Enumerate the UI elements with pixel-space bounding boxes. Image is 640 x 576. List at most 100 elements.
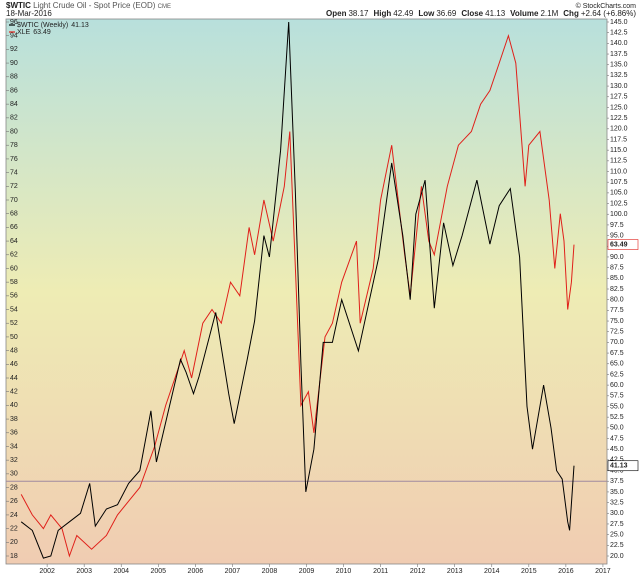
y-tick-label: 92 (10, 46, 18, 53)
y-tick-label: 20 (10, 539, 18, 546)
quote-label: Chg (563, 9, 579, 18)
y-tick-label: 96 (10, 19, 18, 26)
y2-tick-label: 67.5 (610, 350, 624, 357)
x-tick-label: 2006 (188, 568, 204, 575)
legend-name: XLE (17, 29, 31, 36)
x-tick-label: 2005 (150, 568, 166, 575)
y-tick-label: 30 (10, 471, 18, 478)
y2-tick-label: 32.5 (610, 499, 624, 506)
y2-tick-label: 30.0 (610, 510, 624, 517)
y-tick-label: 56 (10, 293, 18, 300)
x-tick-label: 2012 (410, 568, 426, 575)
y2-tick-label: 25.0 (610, 531, 624, 538)
exchange: CME (158, 4, 171, 10)
quote: Open 38.17 High 42.49 Low 36.69 Close 41.13 Volu… (326, 9, 636, 18)
y2-tick-label: 57.5 (610, 393, 624, 400)
y-tick-label: 76 (10, 156, 18, 163)
y2-tick-label: 85.0 (610, 275, 624, 282)
y2-tick-label: 127.5 (610, 94, 628, 101)
y2-tick-label: 65.0 (610, 361, 624, 368)
y-tick-label: 22 (10, 525, 18, 532)
y2-tick-label: 22.5 (610, 542, 624, 549)
y2-tick-label: 107.5 (610, 179, 628, 186)
y2-tick-label: 37.5 (610, 478, 624, 485)
y-tick-label: 54 (10, 306, 18, 313)
y2-tick-label: 55.0 (610, 403, 624, 410)
y2-tick-label: 115.0 (610, 147, 627, 154)
legend-entry: XLE 63.49 (17, 29, 51, 36)
y2-tick-label: 45.0 (610, 446, 624, 453)
y-tick-label: 36 (10, 430, 18, 437)
x-tick-label: 2013 (447, 568, 463, 575)
source: © StockCharts.com (576, 2, 637, 10)
y-tick-label: 84 (10, 101, 18, 108)
y-tick-label: 50 (10, 334, 18, 341)
y2-tick-label: 135.0 (610, 62, 628, 69)
y-tick-label: 68 (10, 211, 18, 218)
y2-tick-label: 102.5 (610, 200, 628, 207)
y2-tick-label: 80.0 (610, 297, 624, 304)
y2-tick-label: 60.0 (610, 382, 624, 389)
y-tick-label: 78 (10, 142, 18, 149)
y-tick-label: 52 (10, 320, 18, 327)
last-value-label: 63.49 (610, 241, 628, 248)
y-tick-label: 66 (10, 224, 18, 231)
series-line (20, 33, 575, 558)
quote-value: 38.17 (348, 9, 369, 18)
y2-tick-label: 90.0 (610, 254, 624, 261)
x-tick-label: 2004 (113, 568, 129, 575)
x-tick-label: 2017 (595, 568, 611, 575)
plot-area (5, 18, 608, 565)
y-tick-label: 32 (10, 457, 18, 464)
y2-tick-label: 20.0 (610, 553, 624, 560)
y2-tick-label: 120.0 (610, 126, 628, 133)
y-tick-label: 86 (10, 87, 18, 94)
quote-label: Volume (510, 9, 539, 18)
x-tick-label: 2011 (373, 568, 388, 575)
x-tick-label: 2016 (558, 568, 574, 575)
y-tick-label: 72 (10, 183, 18, 190)
y2-tick-label: 82.5 (610, 286, 624, 293)
y2-tick-label: 47.5 (610, 435, 624, 442)
y2-tick-label: 75.0 (610, 318, 624, 325)
quote-value: 41.13 (485, 9, 506, 18)
y-tick-label: 94 (10, 33, 18, 40)
y-tick-label: 42 (10, 389, 18, 396)
x-tick-label: 2007 (225, 568, 241, 575)
y2-tick-label: 117.5 (610, 136, 627, 143)
series-line (20, 21, 575, 559)
y2-tick-label: 137.5 (610, 51, 628, 58)
x-tick-label: 2010 (336, 568, 352, 575)
y-tick-label: 24 (10, 512, 18, 519)
y2-tick-label: 110.0 (610, 168, 627, 175)
y-tick-label: 46 (10, 361, 18, 368)
last-value-box (607, 460, 639, 472)
quote-value: 2.1M (540, 9, 558, 18)
y2-tick-label: 140.0 (610, 40, 628, 47)
y-tick-label: 62 (10, 252, 18, 259)
x-tick-label: 2008 (262, 568, 278, 575)
quote-value: 36.69 (436, 9, 457, 18)
last-value-box (607, 239, 639, 250)
y-tick-label: 58 (10, 279, 18, 286)
y-tick-label: 38 (10, 416, 18, 423)
legend-value: 41.13 (71, 22, 89, 29)
quote-value: 42.49 (393, 9, 414, 18)
quote-label: Open (326, 9, 347, 18)
legend-entry: $WTIC (Weekly) 41.13 (17, 22, 89, 29)
y-tick-label: 44 (10, 375, 18, 382)
symbol: $WTIC (6, 1, 31, 10)
y-tick-label: 48 (10, 347, 18, 354)
y-tick-label: 82 (10, 115, 18, 122)
y-tick-label: 90 (10, 60, 18, 67)
y2-tick-label: 72.5 (610, 329, 624, 336)
y2-tick-label: 122.5 (610, 115, 628, 122)
y2-tick-label: 105.0 (610, 190, 628, 197)
y2-tick-label: 130.0 (610, 83, 628, 90)
y-tick-label: 74 (10, 169, 18, 176)
y2-tick-label: 77.5 (610, 307, 624, 314)
quote-label: Low (418, 9, 435, 18)
quote-value: +2.64 (+6.86%) (581, 9, 636, 18)
y2-tick-label: 42.5 (610, 457, 624, 464)
